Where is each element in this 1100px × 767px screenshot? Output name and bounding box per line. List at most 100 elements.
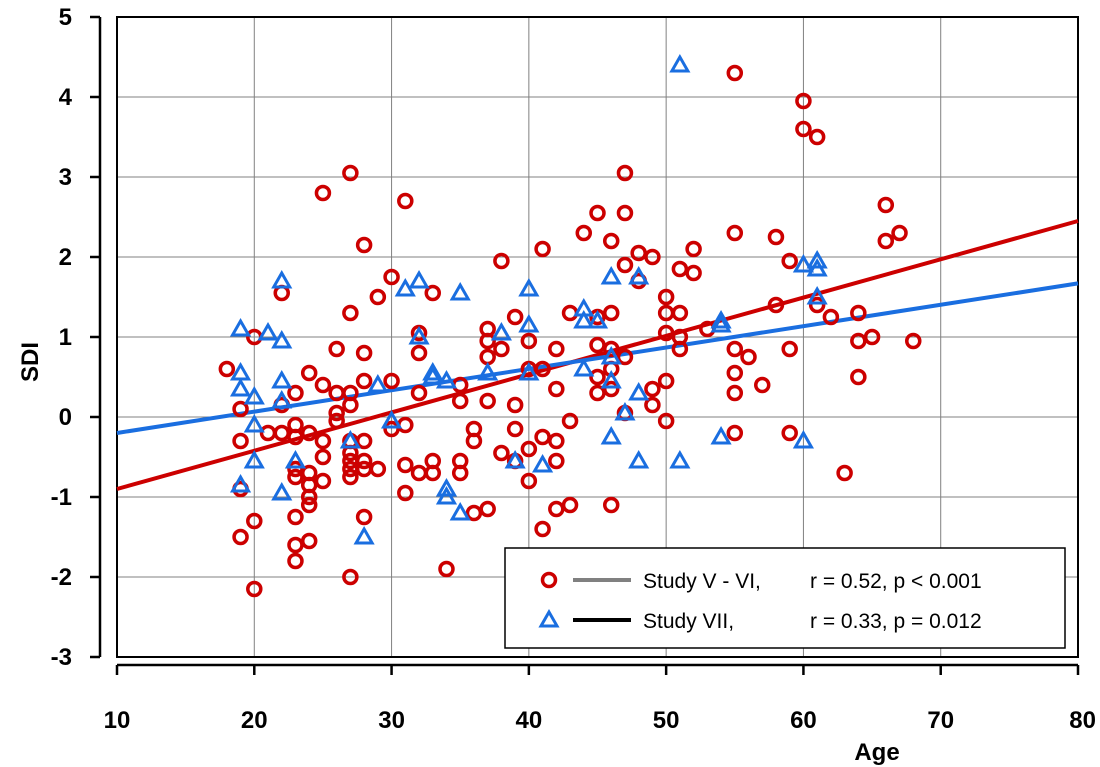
data-point-circle: [451, 392, 469, 410]
data-point-circle: [314, 472, 332, 490]
data-point-circle: [657, 288, 675, 306]
data-point-circle: [808, 128, 826, 146]
data-point-circle: [548, 500, 565, 518]
data-point-circle: [534, 360, 551, 378]
data-point-circle: [246, 580, 263, 598]
data-point-circle: [287, 460, 304, 478]
data-point-circle: [602, 340, 620, 358]
data-point-triangle: [600, 425, 622, 445]
data-point-circle: [355, 432, 373, 450]
data-point-circle: [300, 424, 318, 442]
data-point-circle: [548, 380, 565, 398]
data-point-triangle: [229, 473, 252, 493]
data-point-triangle: [229, 317, 252, 337]
data-point-triangle: [504, 449, 526, 469]
data-point-circle: [314, 432, 332, 450]
data-point-circle: [671, 260, 689, 278]
data-point-circle: [602, 496, 620, 514]
data-point-circle: [616, 348, 634, 366]
data-point-circle: [589, 368, 606, 386]
data-point-circle: [644, 380, 661, 398]
legend-marker-triangle: [538, 608, 560, 628]
data-point-circle: [493, 340, 510, 358]
data-point-circle: [246, 512, 263, 530]
data-point-circle: [644, 248, 661, 266]
data-point-circle: [602, 380, 620, 398]
data-point-triangle: [435, 477, 458, 497]
data-point-circle: [287, 468, 304, 486]
data-point-triangle: [243, 413, 265, 433]
data-point-circle: [273, 424, 290, 442]
data-point-triangle: [518, 361, 540, 381]
data-point-circle: [520, 472, 538, 490]
data-point-triangle: [710, 425, 732, 445]
x-tick-label: 60: [790, 707, 817, 734]
data-point-circle: [781, 424, 798, 442]
data-point-circle: [726, 384, 744, 402]
data-point-circle: [328, 404, 345, 422]
data-point-triangle: [477, 361, 499, 381]
data-point-circle: [657, 324, 675, 342]
data-point-triangle: [614, 401, 636, 421]
data-point-circle: [479, 500, 496, 518]
data-point-circle: [726, 64, 744, 82]
data-point-circle: [602, 304, 620, 322]
data-point-circle: [383, 268, 400, 286]
data-point-circle: [506, 308, 524, 326]
data-point-triangle: [586, 309, 609, 329]
data-point-circle: [218, 360, 236, 378]
y-tick-label: -3: [51, 644, 72, 671]
data-point-circle: [850, 332, 867, 350]
data-point-circle: [369, 288, 387, 306]
x-tick-label: 50: [653, 707, 680, 734]
data-point-circle: [355, 372, 373, 390]
data-point-triangle: [271, 329, 293, 349]
data-point-circle: [506, 396, 524, 414]
y-tick-label: 2: [59, 244, 72, 271]
data-point-circle: [342, 568, 359, 586]
data-point-circle: [232, 432, 249, 450]
data-point-circle: [493, 252, 510, 270]
data-point-circle: [300, 488, 318, 506]
data-point-circle: [795, 92, 812, 110]
data-point-circle: [726, 364, 744, 382]
data-point-circle: [548, 452, 565, 470]
data-point-circle: [287, 536, 304, 554]
data-point-circle: [287, 384, 304, 402]
data-point-triangle: [573, 309, 595, 329]
data-point-triangle: [271, 481, 293, 501]
data-point-circle: [534, 428, 551, 446]
data-point-circle: [424, 284, 442, 302]
data-point-circle: [410, 384, 428, 402]
data-point-triangle: [422, 361, 444, 381]
data-point-circle: [342, 468, 359, 486]
data-point-circle: [657, 372, 675, 390]
data-point-circle: [781, 252, 798, 270]
data-point-triangle: [380, 409, 403, 429]
data-point-circle: [548, 340, 565, 358]
data-point-circle: [534, 520, 551, 538]
legend-marker-circle: [540, 571, 558, 589]
y-tick-label: -1: [51, 484, 72, 511]
data-point-triangle: [284, 449, 307, 469]
data-point-circle: [905, 332, 922, 350]
data-point-triangle: [573, 357, 595, 377]
data-point-circle: [328, 340, 345, 358]
y-tick-label: 1: [59, 324, 72, 351]
data-point-triangle: [435, 485, 458, 505]
data-point-circle: [479, 392, 496, 410]
data-point-circle: [795, 120, 812, 138]
data-point-circle: [465, 432, 483, 450]
data-point-triangle: [490, 321, 512, 341]
data-point-circle: [506, 420, 524, 438]
data-points: [218, 53, 922, 598]
data-point-circle: [740, 348, 757, 366]
data-point-circle: [328, 412, 345, 430]
data-point-circle: [493, 444, 510, 462]
data-point-circle: [671, 340, 689, 358]
data-point-circle: [589, 384, 606, 402]
data-point-triangle: [600, 345, 622, 365]
data-point-circle: [232, 400, 249, 418]
